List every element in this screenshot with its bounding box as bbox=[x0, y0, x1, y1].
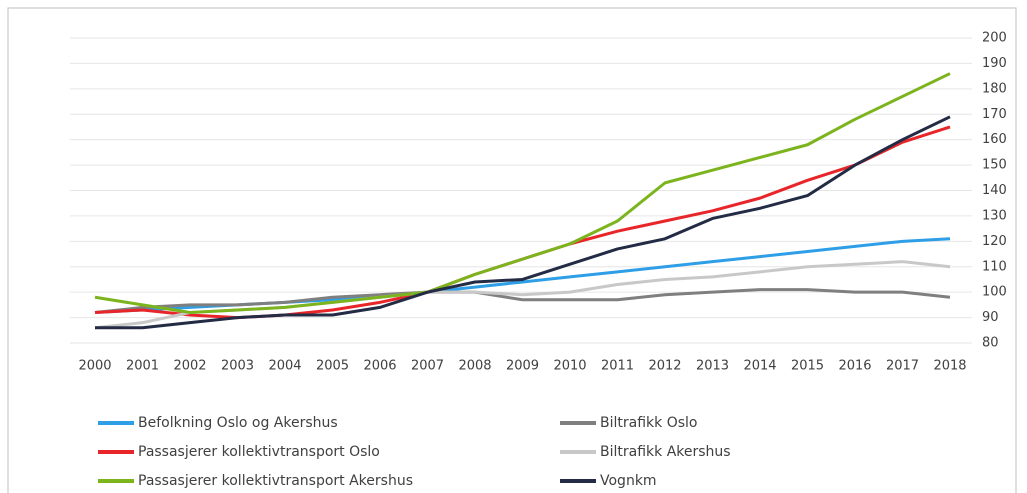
y-tick-label: 170 bbox=[982, 107, 1007, 122]
series-line bbox=[95, 115, 951, 330]
x-tick-label: 2014 bbox=[743, 359, 776, 374]
series-line bbox=[94, 288, 951, 314]
x-tick-label: 2002 bbox=[173, 359, 206, 374]
x-tick-label: 2012 bbox=[648, 359, 681, 374]
y-tick-label: 130 bbox=[982, 208, 1007, 223]
legend-label: Passasjerer kollektivtransport Oslo bbox=[138, 444, 380, 460]
x-tick-label: 2005 bbox=[316, 359, 349, 374]
x-tick-label: 2007 bbox=[411, 359, 444, 374]
frame bbox=[7, 7, 1017, 493]
y-tick-label: 90 bbox=[982, 310, 999, 325]
x-tick-label: 2013 bbox=[696, 359, 729, 374]
legend-label: Befolkning Oslo og Akershus bbox=[138, 415, 338, 431]
y-tick-label: 160 bbox=[982, 132, 1007, 147]
x-tick-label: 2008 bbox=[458, 359, 491, 374]
x-tick-label: 2009 bbox=[506, 359, 539, 374]
x-tick-label: 2006 bbox=[363, 359, 396, 374]
x-tick-label: 2015 bbox=[791, 359, 824, 374]
x-tick-label: 2018 bbox=[933, 359, 966, 374]
y-tick-label: 110 bbox=[982, 259, 1007, 274]
series-line bbox=[94, 237, 951, 314]
legend-label: Passasjerer kollektivtransport Akershus bbox=[138, 473, 413, 489]
series-line bbox=[94, 72, 951, 314]
y-tick-label: 100 bbox=[982, 285, 1007, 300]
legend-label: Biltrafikk Akershus bbox=[600, 444, 731, 460]
x-tick-label: 2010 bbox=[553, 359, 586, 374]
y-tick-label: 150 bbox=[982, 158, 1007, 173]
y-tick-label: 180 bbox=[982, 81, 1007, 96]
x-tick-label: 2001 bbox=[126, 359, 159, 374]
x-tick-label: 2017 bbox=[886, 359, 919, 374]
y-tick-label: 80 bbox=[982, 336, 999, 351]
y-tick-label: 200 bbox=[982, 31, 1007, 46]
legend-label: Vognkm bbox=[600, 473, 657, 489]
y-tick-label: 190 bbox=[982, 56, 1007, 71]
legend-label: Biltrafikk Oslo bbox=[600, 415, 697, 431]
y-tick-label: 140 bbox=[982, 183, 1007, 198]
x-tick-label: 2011 bbox=[601, 359, 634, 374]
x-tick-label: 2016 bbox=[838, 359, 871, 374]
x-tick-label: 2003 bbox=[221, 359, 254, 374]
x-tick-label: 2000 bbox=[78, 359, 111, 374]
y-tick-label: 120 bbox=[982, 234, 1007, 249]
x-tick-label: 2004 bbox=[268, 359, 301, 374]
